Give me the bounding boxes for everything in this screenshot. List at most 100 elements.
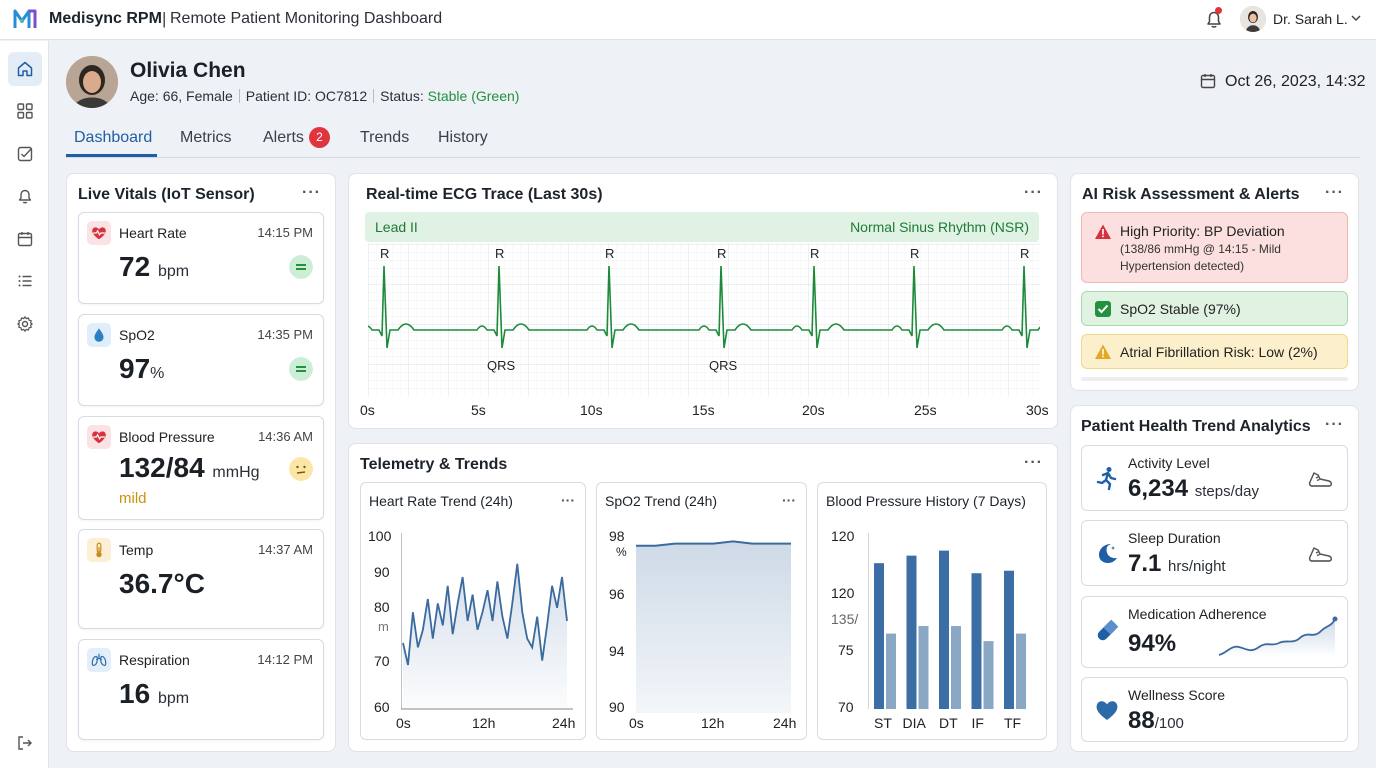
vital-timestamp: 14:36 AM xyxy=(258,429,313,444)
warning-triangle-icon xyxy=(1095,344,1111,359)
bp-bar[interactable] xyxy=(918,626,929,709)
y-tick: 75 xyxy=(838,642,854,658)
vital-number: 72 xyxy=(119,251,151,282)
ecg-trace-chart: R R R R R R R QRS QRS xyxy=(368,244,1040,396)
y-tick: 70 xyxy=(374,653,390,669)
notifications-bell-icon[interactable] xyxy=(1203,8,1225,30)
vital-number: 132/84 xyxy=(119,452,205,483)
tab-alerts[interactable]: Alerts xyxy=(263,129,304,146)
bp-bar[interactable] xyxy=(983,641,994,709)
vital-label: Heart Rate xyxy=(119,225,187,241)
alert-high-priority[interactable]: High Priority: BP Deviation (138/86 mmHg… xyxy=(1081,212,1348,283)
r-peak-label: R xyxy=(605,246,614,261)
app-subtitle: Remote Patient Monitoring Dashboard xyxy=(170,10,443,27)
y-tick: 98 xyxy=(609,528,625,544)
more-menu-button[interactable]: ··· xyxy=(561,492,575,508)
ecg-waveform-line xyxy=(368,265,1040,349)
alerts-count-badge: 2 xyxy=(309,127,330,148)
bell-icon xyxy=(18,189,32,204)
patient-status-value: Stable (Green) xyxy=(427,88,520,104)
bp-bar[interactable] xyxy=(1004,570,1014,709)
vital-value: 97% xyxy=(119,353,164,385)
vital-card-temp[interactable]: Temp 14:37 AM 36.7°C xyxy=(78,529,324,629)
bp-bar[interactable] xyxy=(939,550,949,709)
alert-detail: (138/86 mmHg @ 14:15 - Mild Hypertension… xyxy=(1120,242,1281,273)
analytics-card-activity[interactable]: Activity Level 6,234 steps/day xyxy=(1081,445,1348,511)
user-avatar[interactable] xyxy=(1240,6,1266,32)
analytics-unit: /100 xyxy=(1154,715,1184,732)
x-tick: DIA xyxy=(902,715,926,731)
vital-value: 36.7°C xyxy=(119,568,205,600)
alert-spo2-stable[interactable]: SpO2 Stable (97%) xyxy=(1081,291,1348,326)
more-menu-button[interactable]: ··· xyxy=(782,492,796,508)
ecg-lead-label: Lead II xyxy=(375,219,418,235)
vital-timestamp: 14:15 PM xyxy=(257,225,313,240)
sidebar-item-calendar[interactable] xyxy=(8,222,42,256)
vital-card-heart-rate[interactable]: Heart Rate 14:15 PM 72 bpm xyxy=(78,212,324,304)
medisync-logo-icon xyxy=(13,9,37,28)
bp-bar[interactable] xyxy=(906,555,917,709)
patient-id: Patient ID: OC7812 xyxy=(245,88,368,104)
active-tab-indicator xyxy=(66,154,157,157)
normal-status-icon xyxy=(289,255,313,279)
bp-bar[interactable] xyxy=(971,573,982,709)
vital-number: 36.7°C xyxy=(119,568,205,599)
panel-title: Live Vitals (IoT Sensor) xyxy=(78,186,255,203)
bp-bar[interactable] xyxy=(886,633,896,709)
tab-history[interactable]: History xyxy=(438,129,488,146)
sidebar-item-home[interactable] xyxy=(8,52,42,86)
sparkline-icon xyxy=(1218,616,1338,657)
y-tick: 120 xyxy=(831,585,855,601)
sidebar-item-list[interactable] xyxy=(8,264,42,298)
x-tick: 24h xyxy=(773,715,797,731)
qrs-label: QRS xyxy=(487,358,516,373)
y-tick: 80 xyxy=(374,599,390,615)
analytics-label: Sleep Duration xyxy=(1128,530,1221,546)
scroll-indicator[interactable] xyxy=(1081,377,1348,381)
vital-card-blood-pressure[interactable]: Blood Pressure 14:36 AM 132/84 mmHg mild xyxy=(78,416,324,520)
sidebar-item-logout[interactable] xyxy=(8,726,42,760)
more-menu-button[interactable]: ··· xyxy=(1024,184,1043,201)
more-menu-button[interactable]: ··· xyxy=(1325,184,1344,201)
vital-severity-note: mild xyxy=(119,490,147,507)
tab-metrics[interactable]: Metrics xyxy=(180,129,232,146)
analytics-card-medication[interactable]: Medication Adherence 94% xyxy=(1081,596,1348,668)
chevron-down-icon[interactable] xyxy=(1350,12,1362,24)
list-icon xyxy=(18,275,32,287)
more-menu-button[interactable]: ··· xyxy=(302,184,321,201)
bp-bar[interactable] xyxy=(951,626,961,709)
sidebar-item-tasks[interactable] xyxy=(8,137,42,171)
ecg-x-tick: 25s xyxy=(914,402,937,418)
sidebar-item-alerts[interactable] xyxy=(8,179,42,213)
vital-timestamp: 14:35 PM xyxy=(257,327,313,342)
current-datetime: Oct 26, 2023, 14:32 xyxy=(1225,73,1366,90)
grid-icon xyxy=(17,103,33,119)
bp-bar[interactable] xyxy=(1016,633,1026,709)
patient-age-sex: Age: 66, Female xyxy=(130,88,233,104)
bp-history-chart: Blood Pressure History (7 Days) 120 120 … xyxy=(817,482,1047,740)
alert-title: Atrial Fibrillation Risk: Low (2%) xyxy=(1120,344,1318,360)
bp-bar[interactable] xyxy=(874,563,884,709)
warning-triangle-icon xyxy=(1095,224,1111,239)
vital-card-spo2[interactable]: SpO2 14:35 PM 97% xyxy=(78,314,324,406)
running-icon xyxy=(1096,467,1117,491)
x-tick: ST xyxy=(874,715,892,731)
ecg-x-tick: 20s xyxy=(802,402,825,418)
tab-trends[interactable]: Trends xyxy=(360,129,410,146)
vital-unit: bpm xyxy=(157,690,190,707)
sidebar-item-grid[interactable] xyxy=(8,94,42,128)
vital-number: 16 xyxy=(119,678,151,709)
analytics-card-sleep[interactable]: Sleep Duration 7.1 hrs/night xyxy=(1081,520,1348,586)
tab-dashboard[interactable]: Dashboard xyxy=(74,129,153,146)
more-menu-button[interactable]: ··· xyxy=(1024,454,1043,471)
sidebar-item-settings[interactable] xyxy=(8,307,42,341)
more-menu-button[interactable]: ··· xyxy=(1325,416,1344,433)
y-unit-label: % xyxy=(616,545,627,559)
analytics-card-wellness[interactable]: Wellness Score 88/100 xyxy=(1081,677,1348,742)
vital-card-respiration[interactable]: Respiration 14:12 PM 16 bpm xyxy=(78,639,324,740)
pill-icon xyxy=(1097,619,1119,641)
alert-afib-risk[interactable]: Atrial Fibrillation Risk: Low (2%) xyxy=(1081,334,1348,369)
user-name[interactable]: Dr. Sarah L. xyxy=(1273,11,1348,27)
y-tick: 94 xyxy=(609,643,625,659)
shoe-icon xyxy=(1308,547,1332,562)
